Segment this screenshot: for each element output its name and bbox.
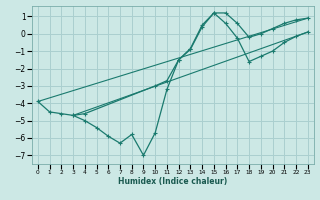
X-axis label: Humidex (Indice chaleur): Humidex (Indice chaleur) (118, 177, 228, 186)
